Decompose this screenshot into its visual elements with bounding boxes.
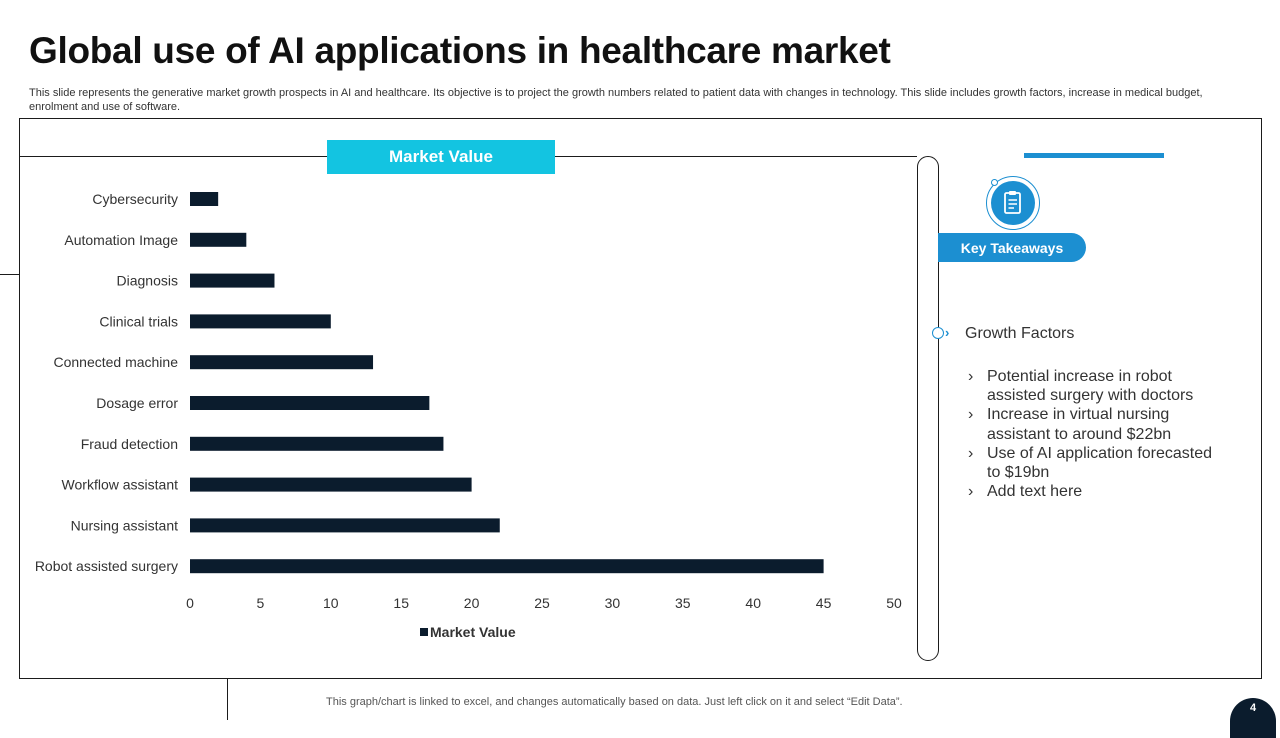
category-label: Workflow assistant — [62, 477, 179, 493]
bullet-chevron-icon: › — [968, 406, 974, 424]
chart-svg: Cybersecurity Automation Image Diagnosis Cl… — [35, 191, 902, 640]
list-item: › Use of AI application forecasted to $19… — [968, 444, 1228, 482]
bar[interactable] — [190, 477, 472, 492]
takeaways-accent-bar — [1024, 153, 1164, 158]
document-icon — [991, 181, 1035, 225]
x-tick-label: 10 — [323, 595, 339, 611]
bar-chart[interactable]: Cybersecurity Automation Image Diagnosis Cl… — [20, 174, 916, 660]
x-tick-label: 15 — [393, 595, 409, 611]
slide-description: This slide represents the generative mar… — [29, 87, 1203, 113]
bullet-text: Potential increase in robot assisted sur… — [987, 368, 1194, 405]
legend-swatch — [420, 628, 428, 636]
list-item: › Add text here — [968, 482, 1228, 501]
page-number: 4 — [1230, 698, 1276, 738]
category-label: Diagnosis — [117, 273, 178, 289]
bar[interactable] — [190, 192, 219, 206]
category-label: Connected machine — [53, 354, 178, 370]
bar[interactable] — [190, 314, 331, 329]
category-label: Fraud detection — [81, 436, 178, 452]
category-label: Automation Image — [64, 232, 178, 248]
bar[interactable] — [190, 273, 275, 288]
growth-factors-marker — [932, 327, 944, 339]
chart-banner: Market Value — [327, 140, 555, 174]
bar[interactable] — [190, 232, 247, 247]
category-label: Robot assisted surgery — [35, 558, 178, 574]
footnote: This graph/chart is linked to excel, and… — [326, 696, 903, 708]
x-tick-label: 35 — [675, 595, 691, 611]
bullet-text: Use of AI application forecasted to $19b… — [987, 444, 1213, 482]
x-tick-label: 50 — [886, 595, 902, 611]
legend-label: Market Value — [430, 624, 516, 640]
bullet-text: Increase in virtual nursing assistant to… — [987, 406, 1172, 443]
frame-divider — [20, 156, 1261, 157]
content-frame — [19, 118, 1262, 679]
takeaway-bullets: › Potential increase in robot assisted su… — [968, 367, 1228, 501]
bar[interactable] — [190, 355, 374, 370]
bullet-text: Add text here — [987, 483, 1083, 501]
x-tick-label: 45 — [816, 595, 832, 611]
x-tick-label: 40 — [745, 595, 761, 611]
bar[interactable] — [190, 518, 500, 533]
bullet-chevron-icon: › — [968, 483, 974, 501]
list-item: › Potential increase in robot assisted su… — [968, 367, 1228, 405]
bar[interactable] — [190, 436, 444, 451]
key-takeaways-label: Key Takeaways — [938, 233, 1086, 262]
bar[interactable] — [190, 559, 824, 574]
category-label: Dosage error — [96, 395, 178, 411]
category-label: Nursing assistant — [71, 517, 178, 533]
x-tick-label: 0 — [186, 595, 194, 611]
bullet-chevron-icon: › — [968, 444, 974, 462]
category-label: Cybersecurity — [92, 191, 178, 207]
chevron-right-icon: › — [945, 325, 950, 340]
x-tick-label: 5 — [257, 595, 265, 611]
x-tick-label: 20 — [464, 595, 480, 611]
takeaways-icon-ring — [986, 176, 1040, 230]
growth-factors-label: Growth Factors — [965, 325, 1075, 342]
bar[interactable] — [190, 396, 430, 410]
list-item: › Increase in virtual nursing assistant t… — [968, 405, 1228, 443]
icon-orbit-dot — [991, 179, 998, 186]
x-tick-label: 30 — [605, 595, 621, 611]
bullet-chevron-icon: › — [968, 368, 974, 385]
left-tick-line — [0, 274, 19, 275]
category-label: Clinical trials — [99, 313, 178, 329]
x-tick-label: 25 — [534, 595, 550, 611]
takeaways-pill-border — [917, 156, 939, 661]
bottom-divider — [227, 679, 228, 720]
page-title: Global use of AI applications in healthc… — [29, 30, 891, 71]
